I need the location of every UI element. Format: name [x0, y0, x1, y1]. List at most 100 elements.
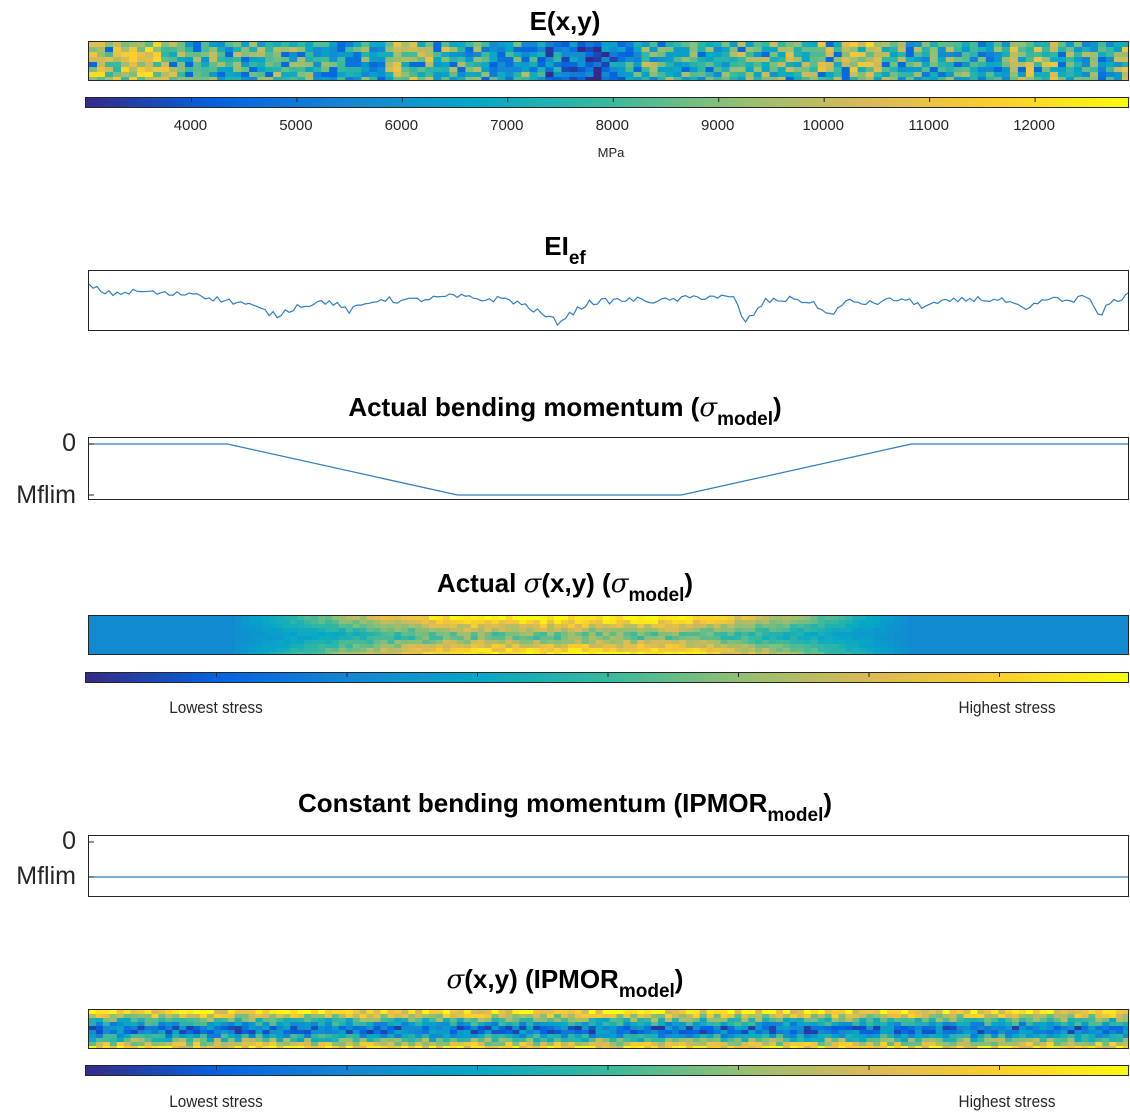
stress-cell: [1088, 620, 1096, 625]
stress-cell: [769, 1022, 777, 1027]
stress-cell: [630, 632, 638, 637]
e-cell: [905, 67, 915, 73]
stress-cell: [505, 632, 513, 637]
stress-cell: [581, 1046, 590, 1048]
stress-cell: [866, 1030, 874, 1035]
stress-cell: [102, 640, 111, 645]
stress-cell: [1046, 1018, 1055, 1023]
stress-cell: [248, 640, 257, 645]
stress-cell: [887, 1046, 895, 1048]
stress-cell: [852, 632, 860, 637]
e-cell: [185, 77, 194, 80]
e-cell: [297, 42, 306, 48]
stress-cell: [852, 1034, 860, 1039]
stress-cell: [248, 624, 257, 629]
e-cell: [113, 72, 122, 78]
e-cell: [105, 47, 114, 53]
e-cell: [225, 62, 234, 68]
stress-cell: [276, 640, 284, 645]
e-cell: [681, 52, 691, 58]
stress-cell: [213, 1018, 222, 1023]
e-cell: [721, 47, 731, 53]
stress-cell: [727, 652, 736, 654]
e-cell: [937, 52, 947, 58]
stress-cell: [845, 640, 853, 645]
stress-cell: [109, 1034, 118, 1039]
stress-cell: [449, 624, 458, 629]
stress-cell: [560, 616, 569, 621]
e-cell: [665, 42, 675, 48]
stress-cell: [248, 1030, 257, 1035]
stress-cell: [213, 648, 222, 653]
e-cell: [1009, 57, 1019, 63]
stress-cell: [227, 1046, 236, 1048]
e-cell: [1121, 67, 1128, 73]
e-cell: [505, 77, 515, 80]
stress-cell: [949, 652, 958, 654]
stress-cell: [935, 628, 944, 633]
stress-cell: [505, 1046, 513, 1048]
stress-cell: [102, 1034, 111, 1039]
stress-cell: [817, 1038, 826, 1043]
stress-cell: [394, 652, 402, 654]
stress-cell: [1018, 644, 1027, 649]
stress-cell: [560, 1010, 569, 1015]
stress-cell: [907, 652, 916, 654]
stress-cell: [685, 640, 694, 645]
e-colorbar-tick-label: 6000: [384, 117, 419, 134]
stress-cell: [1018, 620, 1027, 625]
stress-cell: [685, 1038, 694, 1043]
e-cell: [1089, 42, 1099, 48]
stress-cell: [817, 648, 826, 653]
e-cell: [577, 42, 587, 48]
e-cell: [593, 57, 603, 63]
stress-cell: [456, 1038, 465, 1043]
e-cell: [801, 47, 811, 53]
stress-cell: [692, 1018, 701, 1023]
stress-cell: [935, 1042, 944, 1047]
stress-cell: [783, 652, 791, 654]
e-cell: [1057, 67, 1067, 73]
e-cell: [697, 52, 707, 58]
e-cell: [137, 42, 146, 48]
e-cell: [713, 77, 723, 80]
stress-cell: [873, 620, 881, 625]
e-cell: [1017, 57, 1027, 63]
stress-cell: [803, 632, 812, 637]
stress-cell: [880, 644, 888, 649]
stress-cell: [1088, 636, 1096, 641]
stress-cell: [1116, 1030, 1124, 1035]
stress-cell: [685, 620, 694, 625]
stress-cell: [498, 1042, 506, 1047]
e-cell: [193, 47, 202, 53]
e-cell: [401, 67, 410, 73]
stress-cell: [290, 1030, 298, 1035]
stress-cell: [283, 624, 291, 629]
stress-cell: [276, 1010, 284, 1015]
e-cell: [473, 42, 482, 48]
e-cell: [529, 57, 539, 63]
stress-cell: [998, 624, 1006, 629]
e-cell: [777, 72, 787, 78]
stress-cell: [824, 652, 833, 654]
stress-cell: [665, 1030, 673, 1035]
e-cell: [609, 62, 619, 68]
stress-cell: [553, 1010, 562, 1015]
stress-cell: [345, 1014, 354, 1019]
stress-cell: [200, 652, 208, 654]
stress-cell: [658, 620, 666, 625]
stress-cell: [297, 636, 305, 641]
e-cell: [553, 52, 563, 58]
stress-cell: [810, 1034, 819, 1039]
stress-cell: [1053, 652, 1062, 654]
stress-cell: [213, 640, 222, 645]
stress-cell: [658, 1038, 666, 1043]
stress-cell: [845, 1026, 853, 1031]
e-cell: [433, 52, 442, 58]
stress-cell: [290, 620, 298, 625]
stress-cell: [900, 648, 909, 653]
e-cell: [265, 47, 274, 53]
const-bm-title: Constant bending momentum (IPMORmodel): [297, 788, 833, 826]
stress-cell: [616, 624, 624, 629]
e-cell: [929, 42, 939, 48]
